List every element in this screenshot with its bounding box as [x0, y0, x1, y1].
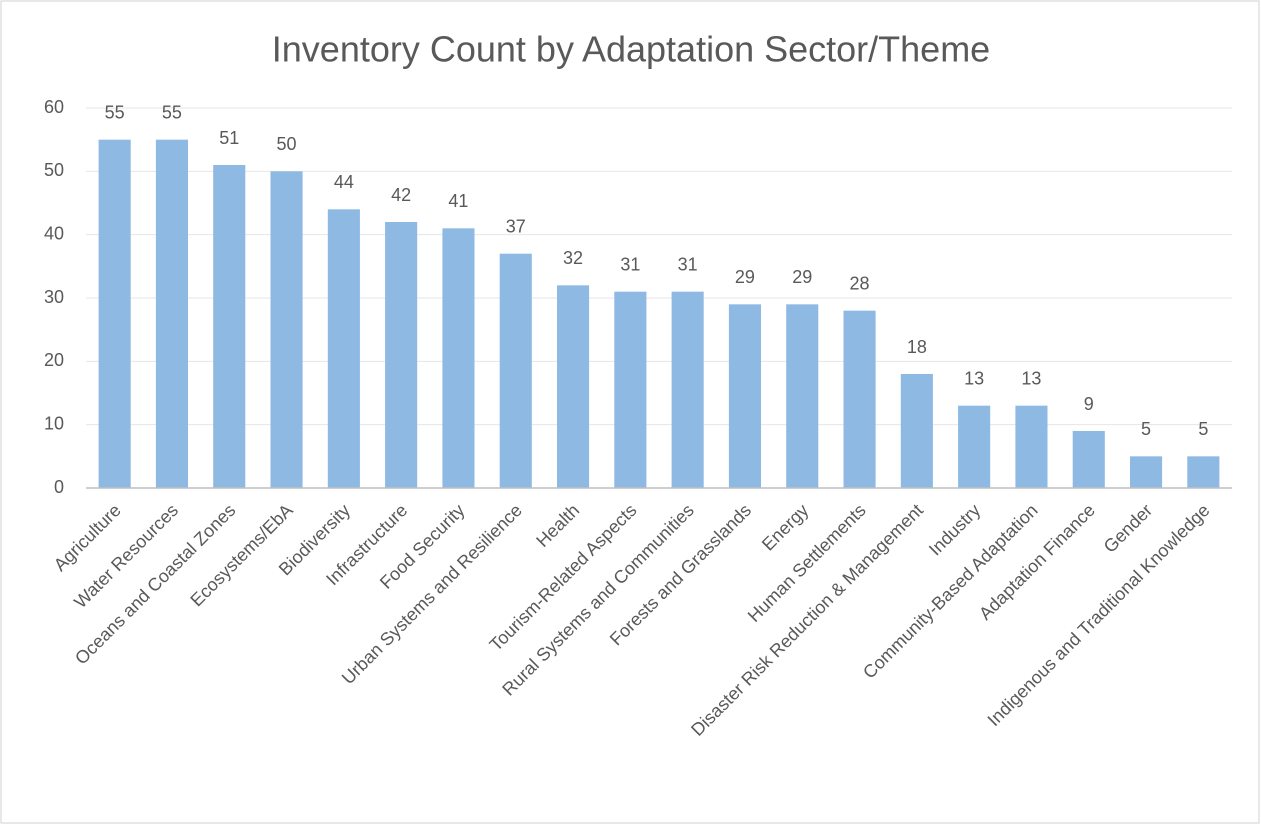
data-label: 37 — [506, 216, 526, 236]
bar — [270, 171, 303, 489]
bar — [327, 209, 360, 489]
data-label: 32 — [563, 248, 583, 268]
bar — [958, 405, 991, 488]
data-label: 29 — [792, 267, 812, 287]
y-tick-label: 10 — [44, 413, 64, 433]
bar — [557, 285, 590, 488]
bar — [786, 304, 819, 488]
data-label: 13 — [1021, 368, 1041, 388]
bar — [213, 165, 246, 488]
y-tick-label: 40 — [44, 223, 64, 243]
data-label: 9 — [1084, 394, 1094, 414]
bar — [671, 291, 704, 488]
y-tick-label: 0 — [54, 477, 64, 497]
bar — [385, 222, 418, 488]
bar — [155, 139, 188, 488]
bar — [1072, 431, 1105, 488]
y-tick-label: 60 — [44, 97, 64, 117]
bar — [98, 139, 131, 488]
y-tick-label: 20 — [44, 350, 64, 370]
data-label: 29 — [735, 267, 755, 287]
bar — [1015, 405, 1048, 488]
data-label: 55 — [105, 102, 125, 122]
data-label: 51 — [219, 128, 239, 148]
data-label: 31 — [620, 254, 640, 274]
data-label: 50 — [277, 134, 297, 154]
y-tick-label: 50 — [44, 160, 64, 180]
data-label: 28 — [850, 273, 870, 293]
bar — [499, 253, 532, 488]
chart-title: Inventory Count by Adaptation Sector/The… — [272, 29, 990, 70]
data-label: 18 — [907, 337, 927, 357]
bar — [900, 374, 933, 488]
data-label: 31 — [678, 254, 698, 274]
bar — [614, 291, 647, 488]
bar — [843, 310, 876, 488]
bar — [728, 304, 761, 488]
y-tick-label: 30 — [44, 287, 64, 307]
bar — [1187, 456, 1220, 488]
bar — [442, 228, 475, 489]
data-label: 5 — [1141, 419, 1151, 439]
data-label: 41 — [448, 191, 468, 211]
bar — [1130, 456, 1163, 488]
data-label: 5 — [1198, 419, 1208, 439]
data-label: 13 — [964, 368, 984, 388]
data-label: 55 — [162, 102, 182, 122]
data-label: 44 — [334, 172, 354, 192]
data-label: 42 — [391, 185, 411, 205]
